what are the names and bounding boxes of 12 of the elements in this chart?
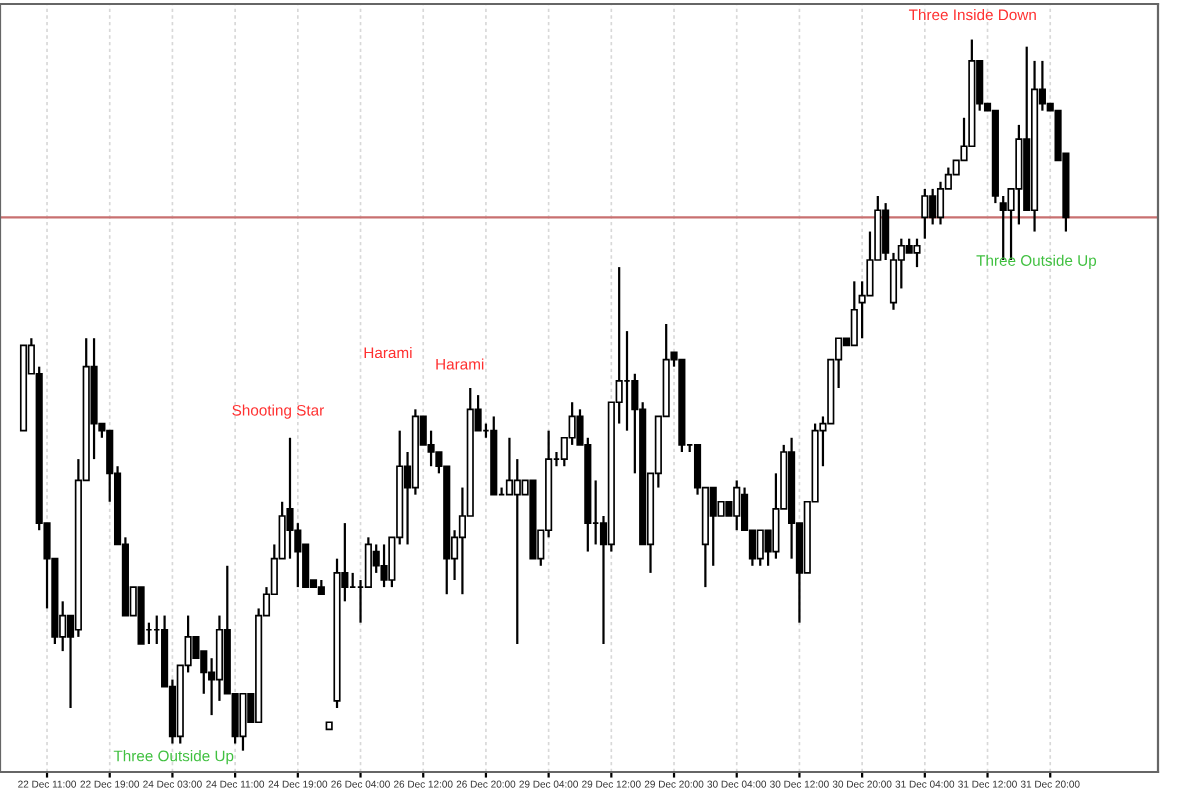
candlestick bbox=[505, 436, 514, 496]
candlestick bbox=[929, 187, 937, 226]
candlestick bbox=[380, 543, 388, 589]
candlestick bbox=[709, 486, 717, 567]
candlestick bbox=[239, 692, 247, 752]
candlestick bbox=[756, 529, 764, 567]
candlestick bbox=[513, 458, 521, 646]
candlestick bbox=[913, 237, 921, 269]
candlestick bbox=[733, 479, 741, 532]
candlestick bbox=[850, 280, 858, 347]
candlestick bbox=[936, 180, 945, 226]
candlestick bbox=[921, 187, 929, 240]
